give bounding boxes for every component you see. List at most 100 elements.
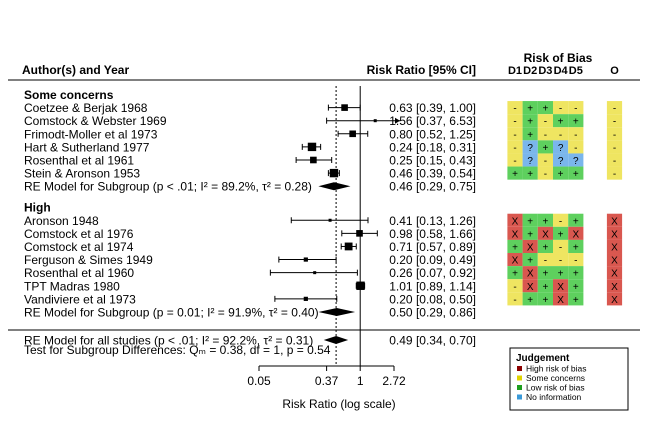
rob-cell-d3 bbox=[537, 279, 553, 293]
rob-cell-d1 bbox=[507, 127, 523, 141]
rob-header-o: O bbox=[610, 65, 619, 77]
x-tick-label: 2.72 bbox=[382, 374, 406, 388]
rob-cell-d2-symbol: + bbox=[527, 130, 533, 141]
rob-cell-d2 bbox=[522, 239, 538, 254]
study-ci-label: 0.20 [0.09, 0.49] bbox=[389, 253, 476, 267]
rob-cell-d5 bbox=[568, 279, 584, 293]
rob-cell-d5-symbol: + bbox=[573, 169, 579, 180]
rob-cell-d5 bbox=[568, 101, 584, 115]
rob-cell-d3 bbox=[537, 166, 553, 180]
rob-cell-d4-symbol: + bbox=[558, 269, 564, 280]
rob-cell-d1-symbol: - bbox=[513, 143, 516, 154]
study-name: TPT Madras 1980 bbox=[24, 279, 120, 293]
rob-cell-d3-symbol: + bbox=[542, 104, 548, 115]
rob-cell-d2-symbol: ? bbox=[527, 143, 533, 154]
rob-cell-d5 bbox=[568, 114, 584, 128]
rob-cell-d2-symbol: X bbox=[527, 282, 534, 293]
header-rob-title: Risk of Bias bbox=[524, 51, 593, 65]
rob-cell-d3-symbol: + bbox=[542, 269, 548, 280]
legend-label-s: Some concerns bbox=[526, 373, 585, 383]
study-ci-label: 1.56 [0.37, 6.53] bbox=[389, 114, 476, 128]
rob-cell-d4 bbox=[553, 140, 569, 154]
study-ci-label: 0.25 [0.15, 0.43] bbox=[389, 154, 476, 168]
rob-cell-d1 bbox=[507, 101, 523, 115]
rob-cell-d4 bbox=[553, 213, 569, 227]
legend-box bbox=[509, 347, 629, 411]
x-tick-label: 0.05 bbox=[247, 374, 271, 388]
study-name: Aronson 1948 bbox=[24, 214, 99, 228]
rob-cell-overall-symbol: X bbox=[611, 229, 618, 240]
rob-cell-d1 bbox=[507, 140, 523, 154]
rob-cell-d5 bbox=[568, 127, 584, 141]
study-point bbox=[328, 218, 332, 222]
rob-cell-d5 bbox=[568, 140, 584, 154]
rob-header-d2: D2 bbox=[523, 65, 537, 77]
rob-cell-d3-symbol: X bbox=[542, 229, 549, 240]
rob-cell-d3 bbox=[537, 253, 553, 267]
rob-cell-d1-symbol: X bbox=[512, 216, 519, 227]
rob-cell-overall-symbol: - bbox=[613, 156, 616, 167]
rob-cell-d2-symbol: + bbox=[527, 104, 533, 115]
rob-header-d3: D3 bbox=[538, 65, 552, 77]
study-name: Hart & Sutherland 1977 bbox=[24, 140, 150, 154]
header-estimate: Risk Ratio [95% CI] bbox=[367, 63, 476, 77]
header-study: Author(s) and Year bbox=[22, 63, 129, 77]
subgroup-model-label-0: RE Model for Subgroup (p < .01; I² = 89.… bbox=[24, 180, 312, 194]
rob-cell-d2-symbol: X bbox=[527, 269, 534, 280]
rob-header-d4: D4 bbox=[554, 65, 569, 77]
rob-cell-d4-symbol: X bbox=[557, 282, 564, 293]
rob-cell-d4 bbox=[553, 166, 569, 180]
rob-cell-overall-symbol: X bbox=[611, 256, 618, 267]
rob-cell-d2-symbol: + bbox=[527, 117, 533, 128]
rob-cell-d2 bbox=[522, 292, 538, 306]
rob-cell-d4-symbol: - bbox=[559, 130, 562, 141]
rob-cell-d5-symbol: + bbox=[573, 117, 579, 128]
rob-cell-d4-symbol: - bbox=[559, 242, 562, 253]
rob-cell-d4-symbol: - bbox=[559, 256, 562, 267]
rob-cell-d4 bbox=[553, 226, 569, 240]
rob-cell-overall-symbol: X bbox=[611, 295, 618, 306]
rob-cell-d4-symbol: X bbox=[557, 295, 564, 306]
rob-cell-d4 bbox=[553, 114, 569, 128]
rob-cell-d3 bbox=[537, 114, 553, 128]
rob-cell-overall bbox=[606, 279, 623, 293]
rob-cell-overall bbox=[606, 213, 623, 227]
rob-cell-d4-symbol: + bbox=[558, 229, 564, 240]
rob-cell-d1-symbol: - bbox=[513, 104, 516, 115]
rob-cell-d3 bbox=[537, 226, 553, 240]
rob-cell-d3-symbol: - bbox=[544, 156, 547, 167]
legend-title: Judgement bbox=[516, 353, 570, 364]
x-axis-label: Risk Ratio (log scale) bbox=[282, 397, 395, 411]
legend-swatch-l bbox=[517, 385, 522, 390]
rob-cell-d1 bbox=[507, 153, 523, 167]
rob-cell-d5-symbol: - bbox=[574, 104, 577, 115]
rob-cell-d2 bbox=[522, 253, 538, 267]
study-name: Rosenthal et al 1960 bbox=[24, 266, 134, 280]
rob-cell-d5 bbox=[568, 239, 584, 254]
rob-cell-d2-symbol: X bbox=[527, 242, 534, 253]
study-ci-label: 0.63 [0.39, 1.00] bbox=[389, 101, 476, 115]
legend-label-n: No information bbox=[526, 392, 582, 402]
rob-cell-overall bbox=[606, 226, 623, 240]
subgroup-test-label: Test for Subgroup Differences: Qₘ = 0.38… bbox=[24, 343, 331, 357]
rob-cell-d4 bbox=[553, 253, 569, 267]
rob-cell-overall bbox=[606, 127, 623, 141]
legend-swatch-n bbox=[517, 394, 522, 400]
study-point bbox=[313, 271, 317, 275]
rob-cell-d2 bbox=[522, 266, 538, 280]
rob-cell-overall-symbol: - bbox=[613, 130, 616, 141]
rob-cell-d5-symbol: + bbox=[573, 216, 579, 227]
rob-cell-d1 bbox=[507, 279, 523, 293]
rob-cell-d2-symbol: + bbox=[527, 216, 533, 227]
legend-swatch-s bbox=[517, 375, 522, 381]
rob-cell-d3-symbol: - bbox=[544, 256, 547, 267]
study-ci-label: 0.41 [0.13, 1.26] bbox=[389, 214, 476, 228]
rob-cell-d1 bbox=[507, 253, 523, 267]
study-ci-label: 0.24 [0.18, 0.31] bbox=[389, 140, 476, 154]
rob-cell-d1-symbol: - bbox=[513, 295, 516, 306]
rob-cell-overall bbox=[606, 266, 623, 280]
study-ci-label: 1.01 [0.89, 1.14] bbox=[389, 279, 476, 293]
x-tick-label: 0.37 bbox=[315, 374, 339, 388]
study-name: Comstock et al 1974 bbox=[24, 240, 134, 254]
